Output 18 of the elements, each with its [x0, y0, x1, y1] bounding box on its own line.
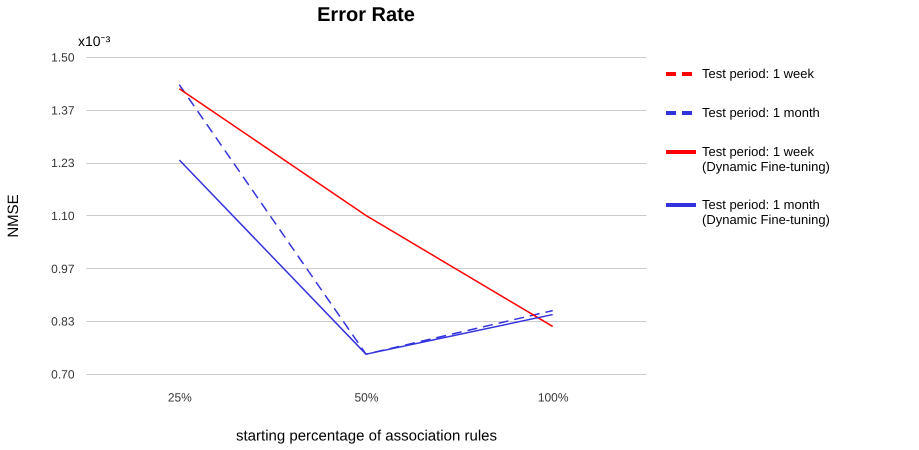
legend-label: Test period: 1 month — [702, 105, 820, 120]
y-tick-label: 1.23 — [51, 156, 75, 170]
y-tick-label: 0.70 — [51, 368, 75, 382]
y-tick-label: 0.83 — [51, 314, 75, 329]
legend-label: Test period: 1 month (Dynamic Fine-tuning) — [702, 197, 830, 227]
y-tick-label: 1.50 — [51, 50, 75, 64]
y-tick-label: 1.10 — [51, 209, 75, 223]
text: x10⁻³ — [78, 33, 111, 49]
x-tick-label: 50% — [354, 390, 379, 404]
y-tick-label: 1.37 — [51, 103, 75, 118]
x-tick-label: 25% — [168, 390, 192, 404]
y-tick-label: 0.97 — [51, 262, 75, 276]
x-axis-title: starting percentage of association rules — [236, 428, 497, 444]
legend-label: Test period: 1 week (Dynamic Fine-tuning) — [702, 144, 830, 174]
y-axis-title: NMSE — [5, 194, 22, 238]
x-tick-label: 100% — [538, 390, 569, 404]
chart-title: Error Rate — [317, 4, 415, 26]
legend-label: Test period: 1 week — [702, 66, 815, 81]
